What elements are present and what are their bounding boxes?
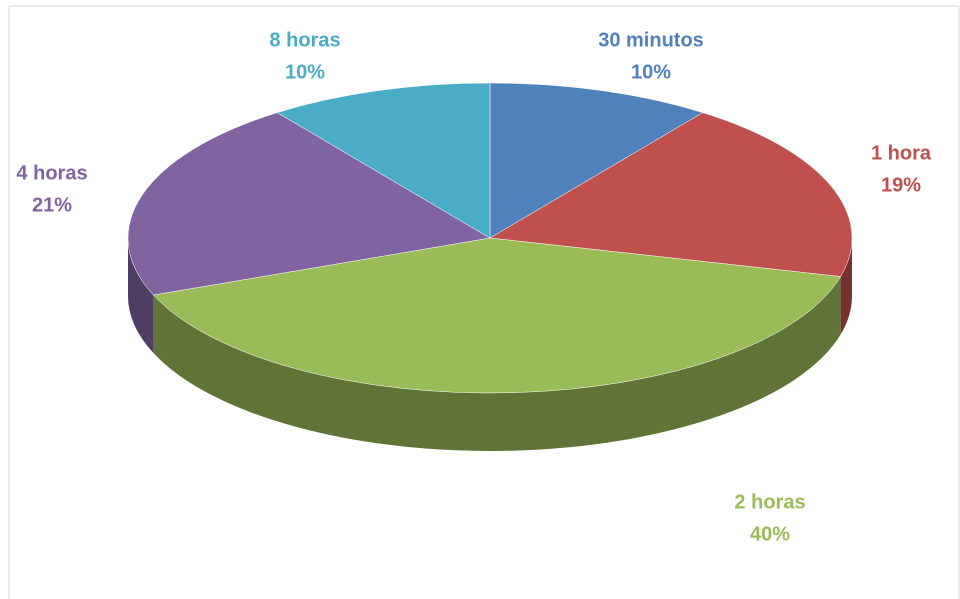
slice-label: 1 hora	[871, 142, 932, 164]
slice-value-label: 19%	[881, 174, 921, 196]
pie-slice	[152, 237, 842, 394]
pie-slice	[276, 82, 491, 239]
pie-slice-side	[128, 238, 154, 354]
slice-label: 4 horas	[16, 162, 87, 184]
slice-value-label: 10%	[285, 61, 325, 83]
slice-label: 30 minutos	[598, 29, 704, 51]
slice-value-label: 40%	[750, 523, 790, 545]
pie-slice-side	[153, 276, 841, 452]
slice-value-label: 10%	[631, 61, 671, 83]
pie-slice	[489, 112, 853, 277]
pie-slice	[489, 82, 704, 239]
pie-slice	[127, 112, 491, 296]
slice-label: 2 horas	[734, 491, 805, 513]
slice-value-label: 21%	[32, 194, 72, 216]
slice-label: 8 horas	[269, 29, 340, 51]
pie-slice-side	[840, 238, 852, 335]
